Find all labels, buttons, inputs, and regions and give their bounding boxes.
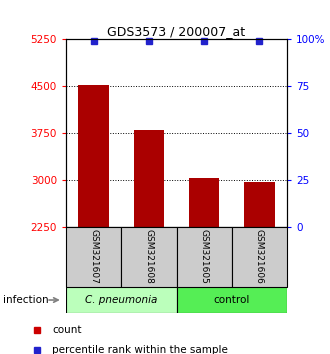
Text: C. pneumonia: C. pneumonia [85, 295, 157, 305]
Bar [79, 85, 109, 227]
Text: count: count [52, 325, 82, 335]
Text: GSM321606: GSM321606 [255, 229, 264, 284]
Text: control: control [214, 295, 250, 305]
Text: infection: infection [3, 295, 49, 305]
Text: GSM321605: GSM321605 [200, 229, 209, 284]
Text: GSM321608: GSM321608 [145, 229, 153, 284]
Text: percentile rank within the sample: percentile rank within the sample [52, 344, 228, 354]
Text: GSM321607: GSM321607 [89, 229, 98, 284]
Bar [189, 178, 219, 227]
Bar [232, 227, 287, 287]
Bar [177, 287, 287, 313]
Bar [121, 227, 177, 287]
Bar [177, 227, 232, 287]
Bar [244, 182, 275, 227]
Bar [66, 287, 177, 313]
Bar [134, 130, 164, 227]
Title: GDS3573 / 200007_at: GDS3573 / 200007_at [108, 25, 246, 38]
Bar [66, 227, 121, 287]
